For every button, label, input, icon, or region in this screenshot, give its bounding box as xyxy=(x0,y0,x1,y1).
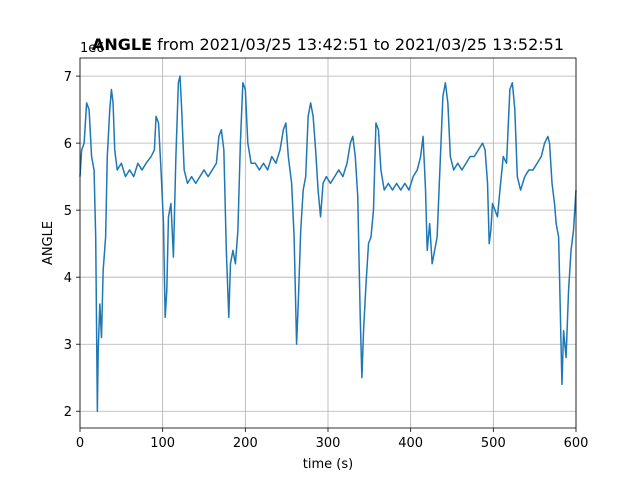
x-tick-label: 300 xyxy=(316,436,341,451)
x-tick-label: 600 xyxy=(564,436,589,451)
y-tick-label: 2 xyxy=(64,405,72,420)
y-tick-label: 5 xyxy=(64,204,72,219)
title-text: from 2021/03/25 13:42:51 to 2021/03/25 1… xyxy=(152,35,564,54)
y-tick-label: 7 xyxy=(64,70,72,85)
x-tick-label: 400 xyxy=(398,436,423,451)
y-tick-label: 4 xyxy=(64,271,72,286)
title-bold: ANGLE xyxy=(92,35,152,54)
plot-frame xyxy=(79,57,577,429)
x-tick-label: 100 xyxy=(150,436,175,451)
x-tick-label: 0 xyxy=(76,436,84,451)
y-offset: 1e6 xyxy=(80,41,105,56)
y-tick-label: 6 xyxy=(64,137,72,152)
y-axis-label: ANGLE xyxy=(41,221,56,265)
chart-title: ANGLE from 2021/03/25 13:42:51 to 2021/0… xyxy=(92,35,564,54)
x-tick-label: 500 xyxy=(481,436,506,451)
x-tick-label: 200 xyxy=(233,436,258,451)
x-axis-label: time (s) xyxy=(303,457,353,472)
data-line xyxy=(79,75,577,412)
y-tick-label: 3 xyxy=(64,338,72,353)
